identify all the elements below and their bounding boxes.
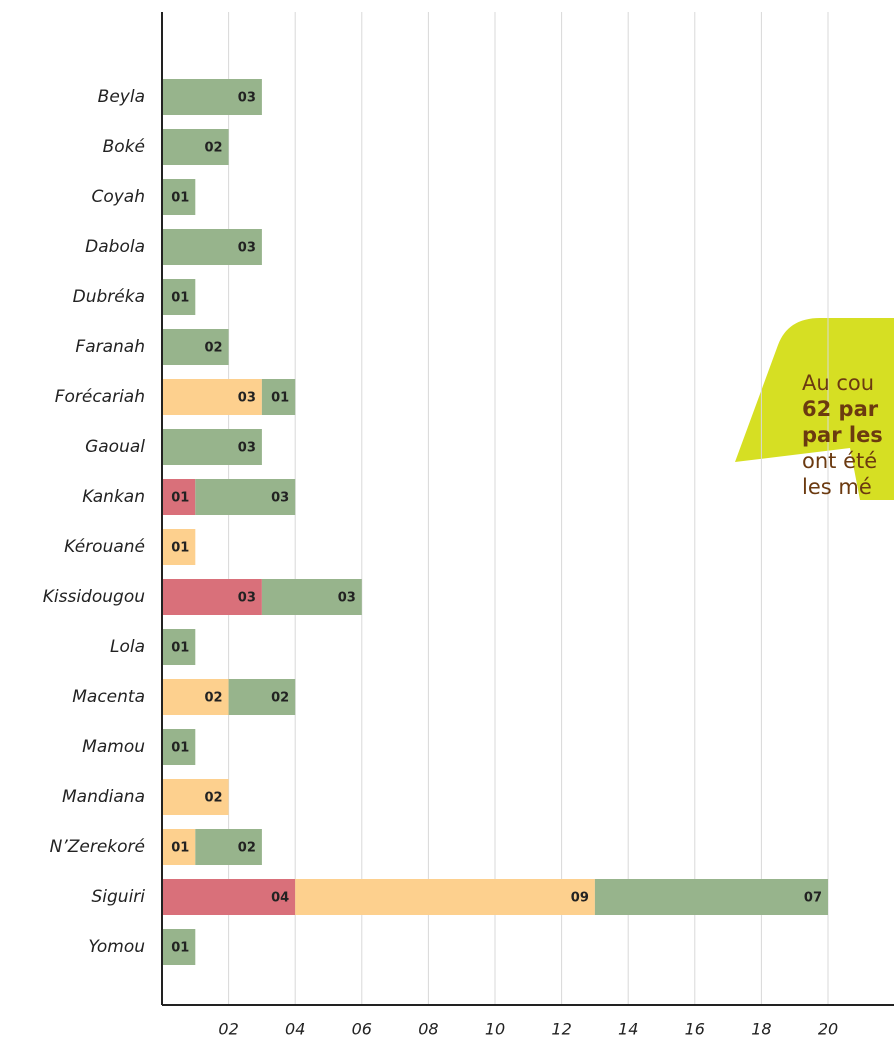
bar-segment xyxy=(195,479,296,515)
bar-segment xyxy=(162,579,262,615)
data-label: 03 xyxy=(238,241,256,256)
y-tick-label: Dabola xyxy=(85,237,145,257)
data-label: 03 xyxy=(338,591,356,606)
data-label: 03 xyxy=(271,491,289,506)
y-tick-label: Dubréka xyxy=(73,287,145,307)
x-tick-label: 08 xyxy=(418,1020,438,1039)
data-label: 02 xyxy=(205,791,223,806)
annotation-line: les mé xyxy=(802,475,872,499)
data-label: 03 xyxy=(238,591,256,606)
y-tick-label: Forécariah xyxy=(55,387,145,407)
y-tick-label: Kérouané xyxy=(64,537,145,557)
data-label: 02 xyxy=(271,691,289,706)
x-tick-label: 04 xyxy=(285,1020,305,1039)
data-label: 07 xyxy=(804,891,822,906)
data-label: 01 xyxy=(171,741,189,756)
bar-segment xyxy=(162,829,196,865)
data-label: 01 xyxy=(171,191,189,206)
x-tick-label: 10 xyxy=(485,1020,505,1039)
bar-segment xyxy=(162,729,196,765)
bar-segment xyxy=(162,529,196,565)
y-tick-label: Boké xyxy=(103,137,145,157)
data-label: 09 xyxy=(571,891,589,906)
bar-segment xyxy=(162,479,196,515)
data-label: 01 xyxy=(171,541,189,556)
data-label: 03 xyxy=(238,391,256,406)
data-label: 03 xyxy=(238,441,256,456)
annotation-line: par les xyxy=(802,423,883,447)
callout xyxy=(735,318,894,500)
x-tick-label: 18 xyxy=(751,1020,771,1039)
bar-segment xyxy=(195,829,262,865)
data-label: 02 xyxy=(205,141,223,156)
y-tick-label: Coyah xyxy=(91,187,145,207)
bar-segment xyxy=(162,379,262,415)
data-label: 02 xyxy=(205,691,223,706)
bar-segment xyxy=(295,879,595,915)
bar-segment xyxy=(162,179,196,215)
data-label: 01 xyxy=(171,641,189,656)
x-tick-label: 02 xyxy=(218,1020,238,1039)
bar-segment xyxy=(162,679,229,715)
y-tick-label: Kankan xyxy=(82,487,145,507)
y-tick-label: Faranah xyxy=(75,337,145,357)
data-label: 01 xyxy=(171,841,189,856)
y-tick-label: Siguiri xyxy=(91,887,145,907)
bar-segment xyxy=(162,279,196,315)
annotation-line: 62 par xyxy=(802,397,879,421)
x-tick-label: 16 xyxy=(685,1020,705,1039)
data-label: 01 xyxy=(271,391,289,406)
y-tick-label: Lola xyxy=(110,637,145,657)
y-tick-label: Macenta xyxy=(72,687,145,707)
bar-segment xyxy=(594,879,828,915)
y-tick-label: Yomou xyxy=(88,937,145,957)
data-label: 04 xyxy=(271,891,289,906)
bar-segment xyxy=(228,679,296,715)
data-label: 01 xyxy=(171,291,189,306)
annotation-line: Au cou xyxy=(802,371,874,395)
y-tick-label: Gaoual xyxy=(85,437,145,457)
data-label: 01 xyxy=(171,941,189,956)
data-label: 03 xyxy=(238,91,256,106)
bar-segment xyxy=(162,779,229,815)
y-tick-label: Mamou xyxy=(82,737,145,757)
x-tick-label: 12 xyxy=(551,1020,571,1039)
y-tick-label: Kissidougou xyxy=(43,587,145,607)
data-label: 02 xyxy=(205,341,223,356)
bar-segment xyxy=(261,579,362,615)
bar-segment xyxy=(162,329,229,365)
data-label: 01 xyxy=(171,491,189,506)
data-label: 02 xyxy=(238,841,256,856)
bar-segment xyxy=(162,129,229,165)
y-tick-label: Beyla xyxy=(98,87,145,107)
bar-segment xyxy=(261,379,296,415)
y-tick-label: N’Zerekoré xyxy=(50,837,145,857)
x-tick-label: 20 xyxy=(818,1020,838,1039)
bar-segment xyxy=(162,929,196,965)
bar-segment xyxy=(162,79,262,115)
bar-segment xyxy=(162,879,296,915)
bar-segment xyxy=(162,429,262,465)
y-tick-label: Mandiana xyxy=(62,787,145,807)
annotation-line: ont été xyxy=(802,449,877,473)
x-tick-label: 06 xyxy=(352,1020,372,1039)
bar-segment xyxy=(162,629,196,665)
bar-segment xyxy=(162,229,262,265)
x-tick-label: 14 xyxy=(618,1020,638,1039)
